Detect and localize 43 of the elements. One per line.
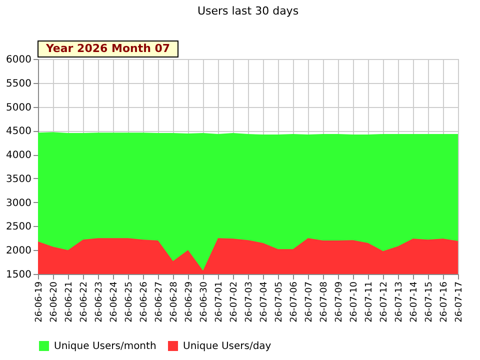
chart-title: Users last 30 days [197, 4, 299, 18]
x-tick-label: 26-07-04 [260, 281, 270, 322]
x-tick-label: 26-06-26 [140, 281, 150, 322]
x-tick-label: 26-07-14 [410, 281, 420, 322]
x-tick-label: 26-07-13 [394, 282, 404, 322]
x-tick-label: 26-07-09 [334, 281, 344, 322]
x-tick-label: 26-07-01 [214, 282, 224, 322]
x-tick-label: 26-06-20 [50, 281, 60, 322]
x-tick-label: 26-06-22 [80, 282, 90, 322]
x-tick-label: 26-06-24 [110, 281, 120, 322]
x-tick-label: 26-07-08 [320, 281, 330, 322]
x-tick-label: 26-06-27 [154, 282, 164, 322]
x-tick-label: 26-07-06 [290, 281, 300, 322]
x-tick-label: 26-07-17 [454, 282, 464, 322]
y-tick-label: 3000 [6, 198, 32, 209]
x-tick-label: 26-06-21 [64, 282, 74, 322]
x-tick-label: 26-07-07 [304, 282, 314, 322]
y-tick-label: 3500 [6, 174, 32, 185]
x-tick-label: 26-07-12 [380, 282, 390, 322]
x-tick-label: 26-06-19 [34, 281, 44, 322]
x-tick-label: 26-06-23 [94, 282, 104, 322]
y-tick-label: 4000 [6, 150, 32, 162]
x-tick-label: 26-06-29 [184, 281, 194, 322]
x-tick-label: 26-06-28 [170, 281, 180, 322]
x-tick-label: 26-07-02 [230, 282, 240, 322]
y-tick-label: 1500 [6, 270, 32, 280]
x-tick-label: 26-07-10 [350, 281, 360, 322]
legend-label: Unique Users/day [183, 341, 272, 352]
x-tick-label: 26-07-03 [244, 282, 254, 322]
x-tick-label: 26-07-15 [424, 282, 434, 322]
x-tick-label: 26-07-11 [364, 282, 374, 322]
x-tick-label: 26-06-30 [200, 281, 210, 322]
x-tick-label: 26-07-16 [440, 281, 450, 322]
y-tick-label: 2500 [6, 222, 32, 233]
y-tick-label: 2000 [6, 246, 32, 257]
y-tick-label: 4500 [6, 126, 32, 138]
x-tick-label: 26-07-05 [274, 282, 284, 322]
y-tick-label: 5000 [6, 102, 32, 114]
x-tick-label: 26-06-25 [124, 282, 134, 322]
legend-label: Unique Users/month [54, 341, 156, 352]
text: Year 2026 Month 07 [44, 42, 170, 55]
y-tick-label: 6000 [6, 54, 32, 66]
y-tick-label: 5500 [6, 78, 32, 90]
